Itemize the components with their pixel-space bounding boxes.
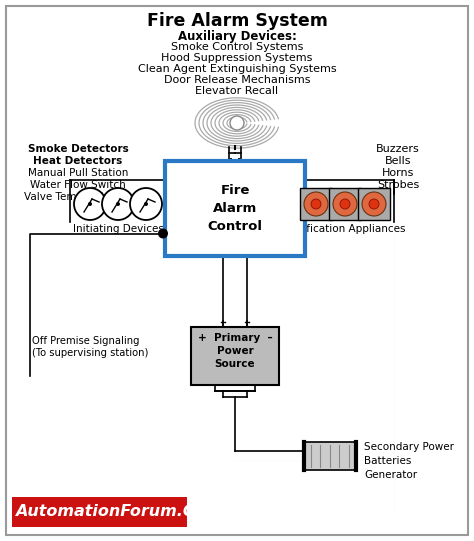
Text: Fire
Alarm
Control: Fire Alarm Control bbox=[208, 184, 263, 233]
Text: Notification Appliances: Notification Appliances bbox=[285, 224, 405, 234]
Circle shape bbox=[130, 188, 162, 220]
Circle shape bbox=[369, 199, 379, 209]
Text: Heat Detectors: Heat Detectors bbox=[33, 156, 123, 166]
Text: Initiating Devices: Initiating Devices bbox=[73, 224, 164, 234]
Circle shape bbox=[116, 202, 120, 206]
Text: Horns: Horns bbox=[382, 168, 414, 178]
Circle shape bbox=[158, 228, 168, 239]
Circle shape bbox=[362, 192, 386, 216]
Text: Smoke Control Systems: Smoke Control Systems bbox=[171, 42, 303, 52]
Text: Fire Alarm System: Fire Alarm System bbox=[146, 12, 328, 30]
Text: Off Premise Signaling
(To supervising station): Off Premise Signaling (To supervising st… bbox=[32, 336, 148, 358]
Circle shape bbox=[102, 188, 134, 220]
Circle shape bbox=[340, 199, 350, 209]
Text: AutomationForum.Co: AutomationForum.Co bbox=[15, 505, 206, 519]
Circle shape bbox=[88, 202, 92, 206]
Text: Buzzers: Buzzers bbox=[376, 144, 420, 154]
Text: Auxiliary Devices:: Auxiliary Devices: bbox=[178, 30, 296, 43]
Bar bbox=[165, 161, 305, 256]
Circle shape bbox=[311, 199, 321, 209]
Bar bbox=[300, 188, 332, 220]
Text: +  Primary  –
Power
Source: + Primary – Power Source bbox=[198, 333, 272, 369]
Circle shape bbox=[230, 116, 244, 130]
Bar bbox=[191, 327, 279, 385]
Text: Water Flow Switch: Water Flow Switch bbox=[30, 180, 126, 190]
Text: Clean Agent Extinguishing Systems: Clean Agent Extinguishing Systems bbox=[137, 64, 337, 74]
Text: Smoke Detectors: Smoke Detectors bbox=[27, 144, 128, 154]
Text: Bells: Bells bbox=[385, 156, 411, 166]
Bar bbox=[12, 497, 187, 527]
Circle shape bbox=[144, 202, 148, 206]
Bar bbox=[358, 188, 390, 220]
Circle shape bbox=[74, 188, 106, 220]
Text: Strobes: Strobes bbox=[377, 180, 419, 190]
Text: Valve Temper Switch: Valve Temper Switch bbox=[24, 192, 132, 202]
Text: Secondary Power
Batteries
Generator: Secondary Power Batteries Generator bbox=[364, 442, 454, 480]
Bar bbox=[304, 442, 356, 470]
Text: Door Release Mechanisms: Door Release Mechanisms bbox=[164, 75, 310, 85]
Text: Elevator Recall: Elevator Recall bbox=[195, 86, 279, 96]
Bar bbox=[329, 188, 361, 220]
Circle shape bbox=[304, 192, 328, 216]
Circle shape bbox=[333, 192, 357, 216]
Text: Hood Suppression Systems: Hood Suppression Systems bbox=[161, 53, 313, 63]
Text: Manual Pull Station: Manual Pull Station bbox=[28, 168, 128, 178]
